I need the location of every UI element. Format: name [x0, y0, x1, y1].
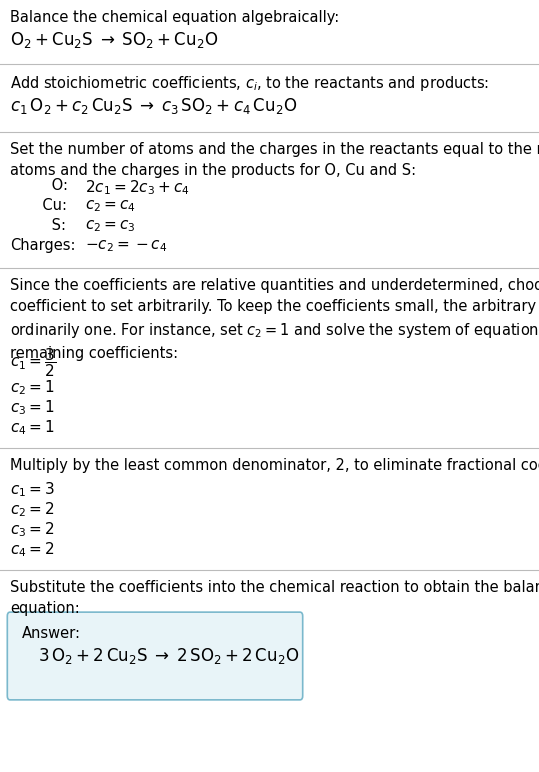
Text: Charges:: Charges: — [10, 238, 75, 253]
Text: S:: S: — [10, 218, 66, 233]
Text: Cu:: Cu: — [10, 198, 67, 213]
Text: Since the coefficients are relative quantities and underdetermined, choose a
coe: Since the coefficients are relative quan… — [10, 278, 539, 361]
Text: $c_3 = 1$: $c_3 = 1$ — [10, 398, 54, 417]
Text: $c_2 = 2$: $c_2 = 2$ — [10, 500, 54, 519]
Text: $c_1 = 3$: $c_1 = 3$ — [10, 480, 55, 499]
Text: O:: O: — [10, 178, 68, 193]
Text: $\mathrm{O}_2 + \mathrm{Cu}_2\mathrm{S}\;\rightarrow\;\mathrm{SO}_2 + \mathrm{Cu: $\mathrm{O}_2 + \mathrm{Cu}_2\mathrm{S}\… — [10, 30, 218, 50]
Text: Multiply by the least common denominator, 2, to eliminate fractional coefficient: Multiply by the least common denominator… — [10, 458, 539, 473]
Text: $3\, \mathrm{O}_2 + 2\, \mathrm{Cu}_2\mathrm{S}\;\rightarrow\;2\, \mathrm{SO}_2 : $3\, \mathrm{O}_2 + 2\, \mathrm{Cu}_2\ma… — [38, 646, 299, 666]
Text: $c_3 = 2$: $c_3 = 2$ — [10, 520, 54, 539]
Text: $c_2 = c_3$: $c_2 = c_3$ — [85, 218, 136, 234]
Text: Set the number of atoms and the charges in the reactants equal to the number of
: Set the number of atoms and the charges … — [10, 142, 539, 178]
Text: $c_1 = \dfrac{3}{2}$: $c_1 = \dfrac{3}{2}$ — [10, 346, 56, 379]
Text: Answer:: Answer: — [22, 626, 81, 641]
Text: $c_1\, \mathrm{O}_2 + c_2\, \mathrm{Cu}_2\mathrm{S}\;\rightarrow\;c_3\, \mathrm{: $c_1\, \mathrm{O}_2 + c_2\, \mathrm{Cu}_… — [10, 96, 297, 116]
Text: Substitute the coefficients into the chemical reaction to obtain the balanced
eq: Substitute the coefficients into the che… — [10, 580, 539, 616]
Text: Balance the chemical equation algebraically:: Balance the chemical equation algebraica… — [10, 10, 339, 25]
Text: $c_2 = 1$: $c_2 = 1$ — [10, 378, 54, 397]
Text: $c_4 = 1$: $c_4 = 1$ — [10, 418, 54, 437]
Text: $c_4 = 2$: $c_4 = 2$ — [10, 540, 54, 559]
Text: $2 c_1 = 2 c_3 + c_4$: $2 c_1 = 2 c_3 + c_4$ — [85, 178, 190, 197]
Text: $c_2 = c_4$: $c_2 = c_4$ — [85, 198, 136, 214]
Text: Add stoichiometric coefficients, $c_i$, to the reactants and products:: Add stoichiometric coefficients, $c_i$, … — [10, 74, 489, 93]
Text: $-c_2 = -c_4$: $-c_2 = -c_4$ — [85, 238, 167, 254]
